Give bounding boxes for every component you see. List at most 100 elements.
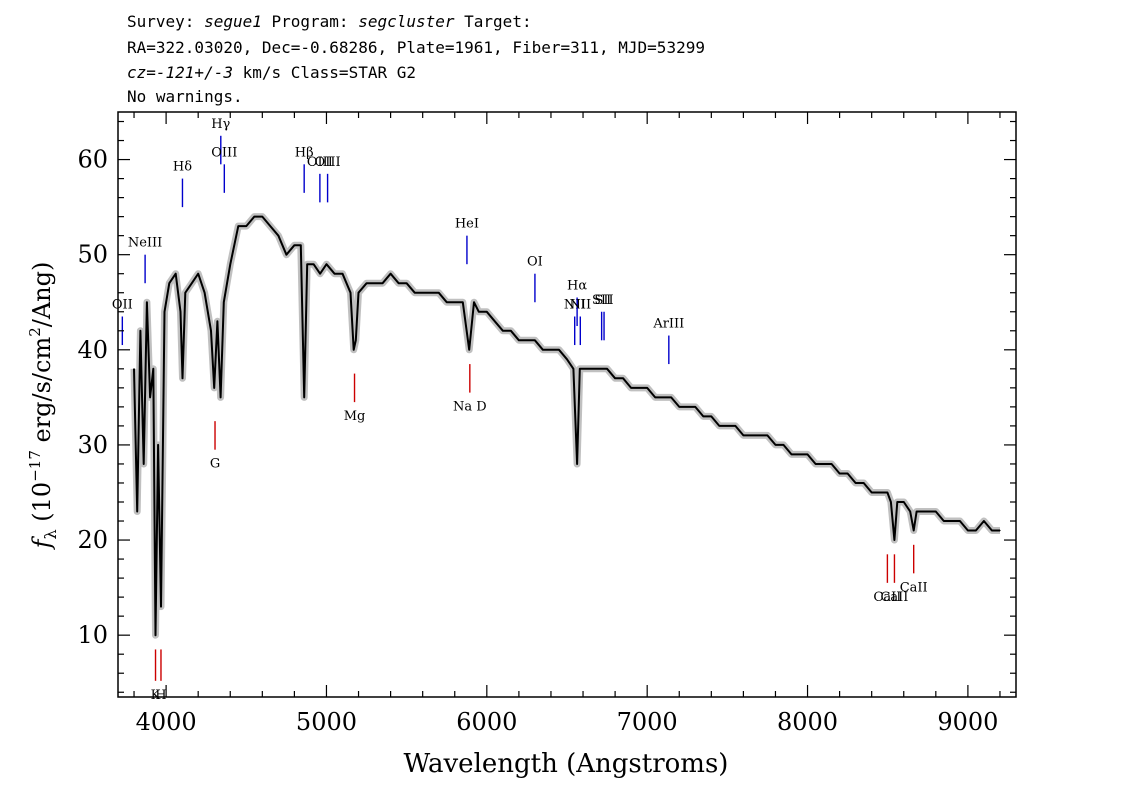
spectrum-point — [285, 254, 287, 256]
class-text: km/s Class=STAR G2 — [232, 63, 416, 82]
spectrum-point — [815, 463, 817, 465]
spectrum-point — [983, 520, 985, 522]
emission-line-label: SII — [594, 293, 613, 308]
spectrum-point — [991, 529, 993, 532]
spectrum-point — [220, 396, 222, 398]
plot-frame — [117, 111, 1017, 698]
spectrum-point — [216, 320, 218, 322]
spectrum-point — [229, 263, 231, 265]
target-key: Target: — [454, 12, 532, 31]
spectrum-point — [831, 463, 833, 465]
spectrum-point — [175, 273, 177, 275]
emission-line-label: Hδ — [173, 160, 192, 175]
spectrum-point — [300, 244, 302, 246]
y-tick-label: 20 — [77, 526, 108, 554]
spectrum-point — [510, 330, 512, 332]
spectrum-point — [967, 529, 969, 532]
spectrum-point — [223, 301, 225, 303]
emission-line-label: Hα — [567, 278, 587, 293]
spectrum-point — [893, 539, 896, 541]
x-tick-label: 8000 — [777, 708, 838, 736]
y-tick-label: 10 — [77, 621, 108, 649]
spectrum-point — [909, 510, 911, 513]
y-tick-label: 40 — [77, 336, 108, 364]
spectrum-point — [502, 330, 504, 332]
spectrum-point — [154, 634, 157, 636]
header-line-3: cz=-121+/-3 km/s Class=STAR G2 — [127, 64, 416, 82]
spectrum-point — [366, 282, 368, 284]
program-key: Program: — [261, 12, 359, 31]
spectrum-point — [839, 472, 841, 475]
spectrum-point — [253, 216, 255, 218]
spectrum-point — [710, 415, 712, 417]
spectrum-point — [702, 415, 704, 417]
spectrum-point — [191, 282, 193, 284]
spectrum-point — [734, 425, 737, 427]
spectrum-point — [913, 529, 915, 532]
spectrum-point — [590, 368, 592, 370]
y-axis-label-pre: (10 — [28, 482, 56, 530]
emission-line-label: Hγ — [211, 117, 230, 132]
header-line-4: No warnings. — [127, 87, 243, 106]
spectrum-point — [303, 396, 305, 398]
spectrum-point — [566, 358, 568, 360]
survey-key: Survey: — [127, 12, 205, 31]
redshift-value: cz=-121+/-3 — [127, 63, 233, 82]
y-axis-label-post: /Ang) — [28, 262, 56, 328]
spectrum-point — [468, 349, 470, 351]
x-tick-label: 5000 — [296, 708, 357, 736]
spectrum-point — [646, 387, 648, 389]
spectrum-point — [473, 301, 475, 303]
spectrum-point — [237, 225, 239, 227]
spectrum-point — [526, 339, 528, 341]
absorption-line-label: K — [151, 688, 161, 703]
spectrum-point — [928, 510, 931, 513]
emission-line-label: ArIII — [652, 317, 684, 332]
spectrum-point — [863, 482, 865, 484]
spectrum-point — [742, 434, 745, 436]
emission-line-label: HeI — [455, 217, 479, 232]
header-line-2: RA=322.03020, Dec=-0.68286, Plate=1961, … — [127, 38, 705, 57]
spectrum-point — [181, 377, 184, 379]
spectrum-point — [168, 282, 170, 284]
header-line-1: Survey: segue1 Program: segcluster Targe… — [127, 13, 532, 31]
spectrum-point — [630, 387, 632, 389]
spectrum-point — [855, 482, 857, 484]
spectrum-point — [798, 453, 801, 455]
spectrum-point — [414, 292, 416, 294]
spectrum-point — [319, 273, 321, 275]
spectrum-point — [750, 434, 753, 436]
spectrum-point — [139, 330, 141, 332]
spectrum-point — [422, 292, 424, 294]
spectrum-point — [430, 292, 432, 294]
x-tick-label: 4000 — [136, 708, 197, 736]
spectrum-point — [686, 406, 688, 408]
spectrum-point — [157, 444, 159, 446]
spectrum-point — [550, 349, 552, 351]
spectrum-point — [558, 349, 560, 351]
x-tick-label: 7000 — [617, 708, 678, 736]
spectrum-point — [146, 301, 148, 303]
spectrum-point — [758, 434, 761, 436]
spectrum-point — [269, 225, 271, 227]
spectrum-point — [606, 368, 608, 370]
spectrum-point — [879, 491, 881, 494]
spectrum-point — [306, 263, 308, 265]
absorption-line-label: G — [210, 457, 220, 472]
spectrum-point — [382, 282, 384, 284]
absorption-line-label: CaII — [873, 590, 901, 605]
emission-line-label: NII — [564, 298, 586, 313]
spectrum-point — [922, 510, 924, 513]
absorption-line-label: CaII — [900, 580, 928, 595]
spectrum-point — [579, 368, 581, 370]
y-tick-label: 60 — [77, 146, 108, 174]
spectrum-point — [774, 444, 777, 446]
spectrum-point — [662, 396, 664, 398]
spectrum-point — [598, 368, 600, 370]
emission-line-label: OIII — [315, 155, 341, 170]
spectrum-point — [823, 463, 825, 465]
spectrum-point — [355, 339, 357, 341]
emission-line-label: NII — [569, 298, 591, 313]
spectrum-point — [847, 472, 849, 475]
spectrum-point — [718, 425, 720, 427]
